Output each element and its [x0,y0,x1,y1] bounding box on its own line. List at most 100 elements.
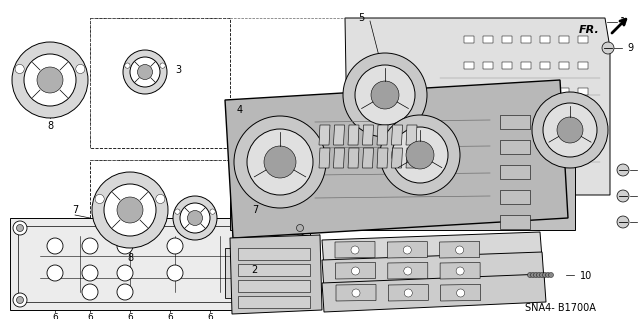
Circle shape [352,289,360,297]
Polygon shape [333,125,344,145]
Circle shape [548,272,554,278]
Bar [502,88,512,95]
Polygon shape [319,148,330,168]
Circle shape [160,63,165,68]
Bar [540,88,550,95]
Circle shape [343,53,427,137]
Circle shape [617,164,629,176]
Circle shape [540,272,545,278]
Circle shape [117,284,133,300]
Text: 7: 7 [72,205,78,215]
Bar [500,165,530,179]
Polygon shape [230,100,575,230]
Circle shape [117,197,143,223]
Polygon shape [387,241,428,258]
Bar [521,62,531,69]
Bar [464,88,474,95]
Text: 5: 5 [358,13,364,23]
Circle shape [404,267,412,275]
Circle shape [355,65,415,125]
Polygon shape [348,125,359,145]
Circle shape [15,64,24,73]
Polygon shape [322,252,544,290]
Polygon shape [336,285,376,301]
Circle shape [456,289,465,297]
Bar [502,140,512,147]
Polygon shape [230,235,322,314]
Polygon shape [348,148,359,168]
Bar [238,280,310,292]
Polygon shape [388,285,428,301]
Bar [578,62,588,69]
Bar [521,114,531,121]
Circle shape [82,265,98,281]
Circle shape [351,246,359,254]
Text: 6: 6 [207,314,213,319]
Bar [521,36,531,43]
Circle shape [76,64,85,73]
Bar [90,18,230,148]
Bar [238,248,310,260]
Polygon shape [440,285,481,301]
Circle shape [545,272,550,278]
Bar [464,62,474,69]
Text: 4: 4 [237,105,243,115]
Bar [10,218,310,310]
Bar [559,88,569,95]
Bar [578,36,588,43]
Circle shape [406,141,434,169]
Polygon shape [345,18,610,195]
Polygon shape [388,263,428,279]
Bar [238,296,310,308]
Bar [578,140,588,147]
Polygon shape [322,232,542,268]
Polygon shape [406,125,417,145]
Bar [540,62,550,69]
Bar [500,215,530,229]
Polygon shape [406,148,417,168]
Circle shape [125,63,130,68]
Circle shape [117,238,133,254]
Circle shape [247,129,313,195]
Polygon shape [440,241,479,258]
Circle shape [138,64,152,79]
Circle shape [296,225,303,232]
Bar [502,114,512,121]
Text: 8: 8 [127,253,133,263]
Circle shape [536,272,541,278]
Bar [521,140,531,147]
Circle shape [543,272,547,278]
Bar [464,140,474,147]
Circle shape [17,296,24,303]
Text: 3: 3 [175,65,181,75]
Text: 1: 1 [620,17,626,27]
Circle shape [13,293,27,307]
Circle shape [264,146,296,178]
Circle shape [37,67,63,93]
Circle shape [531,272,536,278]
Bar [483,36,493,43]
Circle shape [210,209,215,214]
Bar [521,88,531,95]
Circle shape [392,127,448,183]
Bar [540,36,550,43]
Circle shape [296,296,303,303]
Bar [502,36,512,43]
Polygon shape [335,241,375,258]
Polygon shape [225,80,568,238]
Text: 6: 6 [52,314,58,319]
Polygon shape [362,148,374,168]
Circle shape [13,221,27,235]
Circle shape [156,194,165,204]
Text: 6: 6 [167,314,173,319]
Polygon shape [392,125,403,145]
Circle shape [95,194,104,204]
Circle shape [404,289,412,297]
Circle shape [617,216,629,228]
Circle shape [380,115,460,195]
Bar [90,160,260,275]
Circle shape [527,272,532,278]
Circle shape [557,117,583,143]
Circle shape [12,42,88,118]
Bar [500,190,530,204]
